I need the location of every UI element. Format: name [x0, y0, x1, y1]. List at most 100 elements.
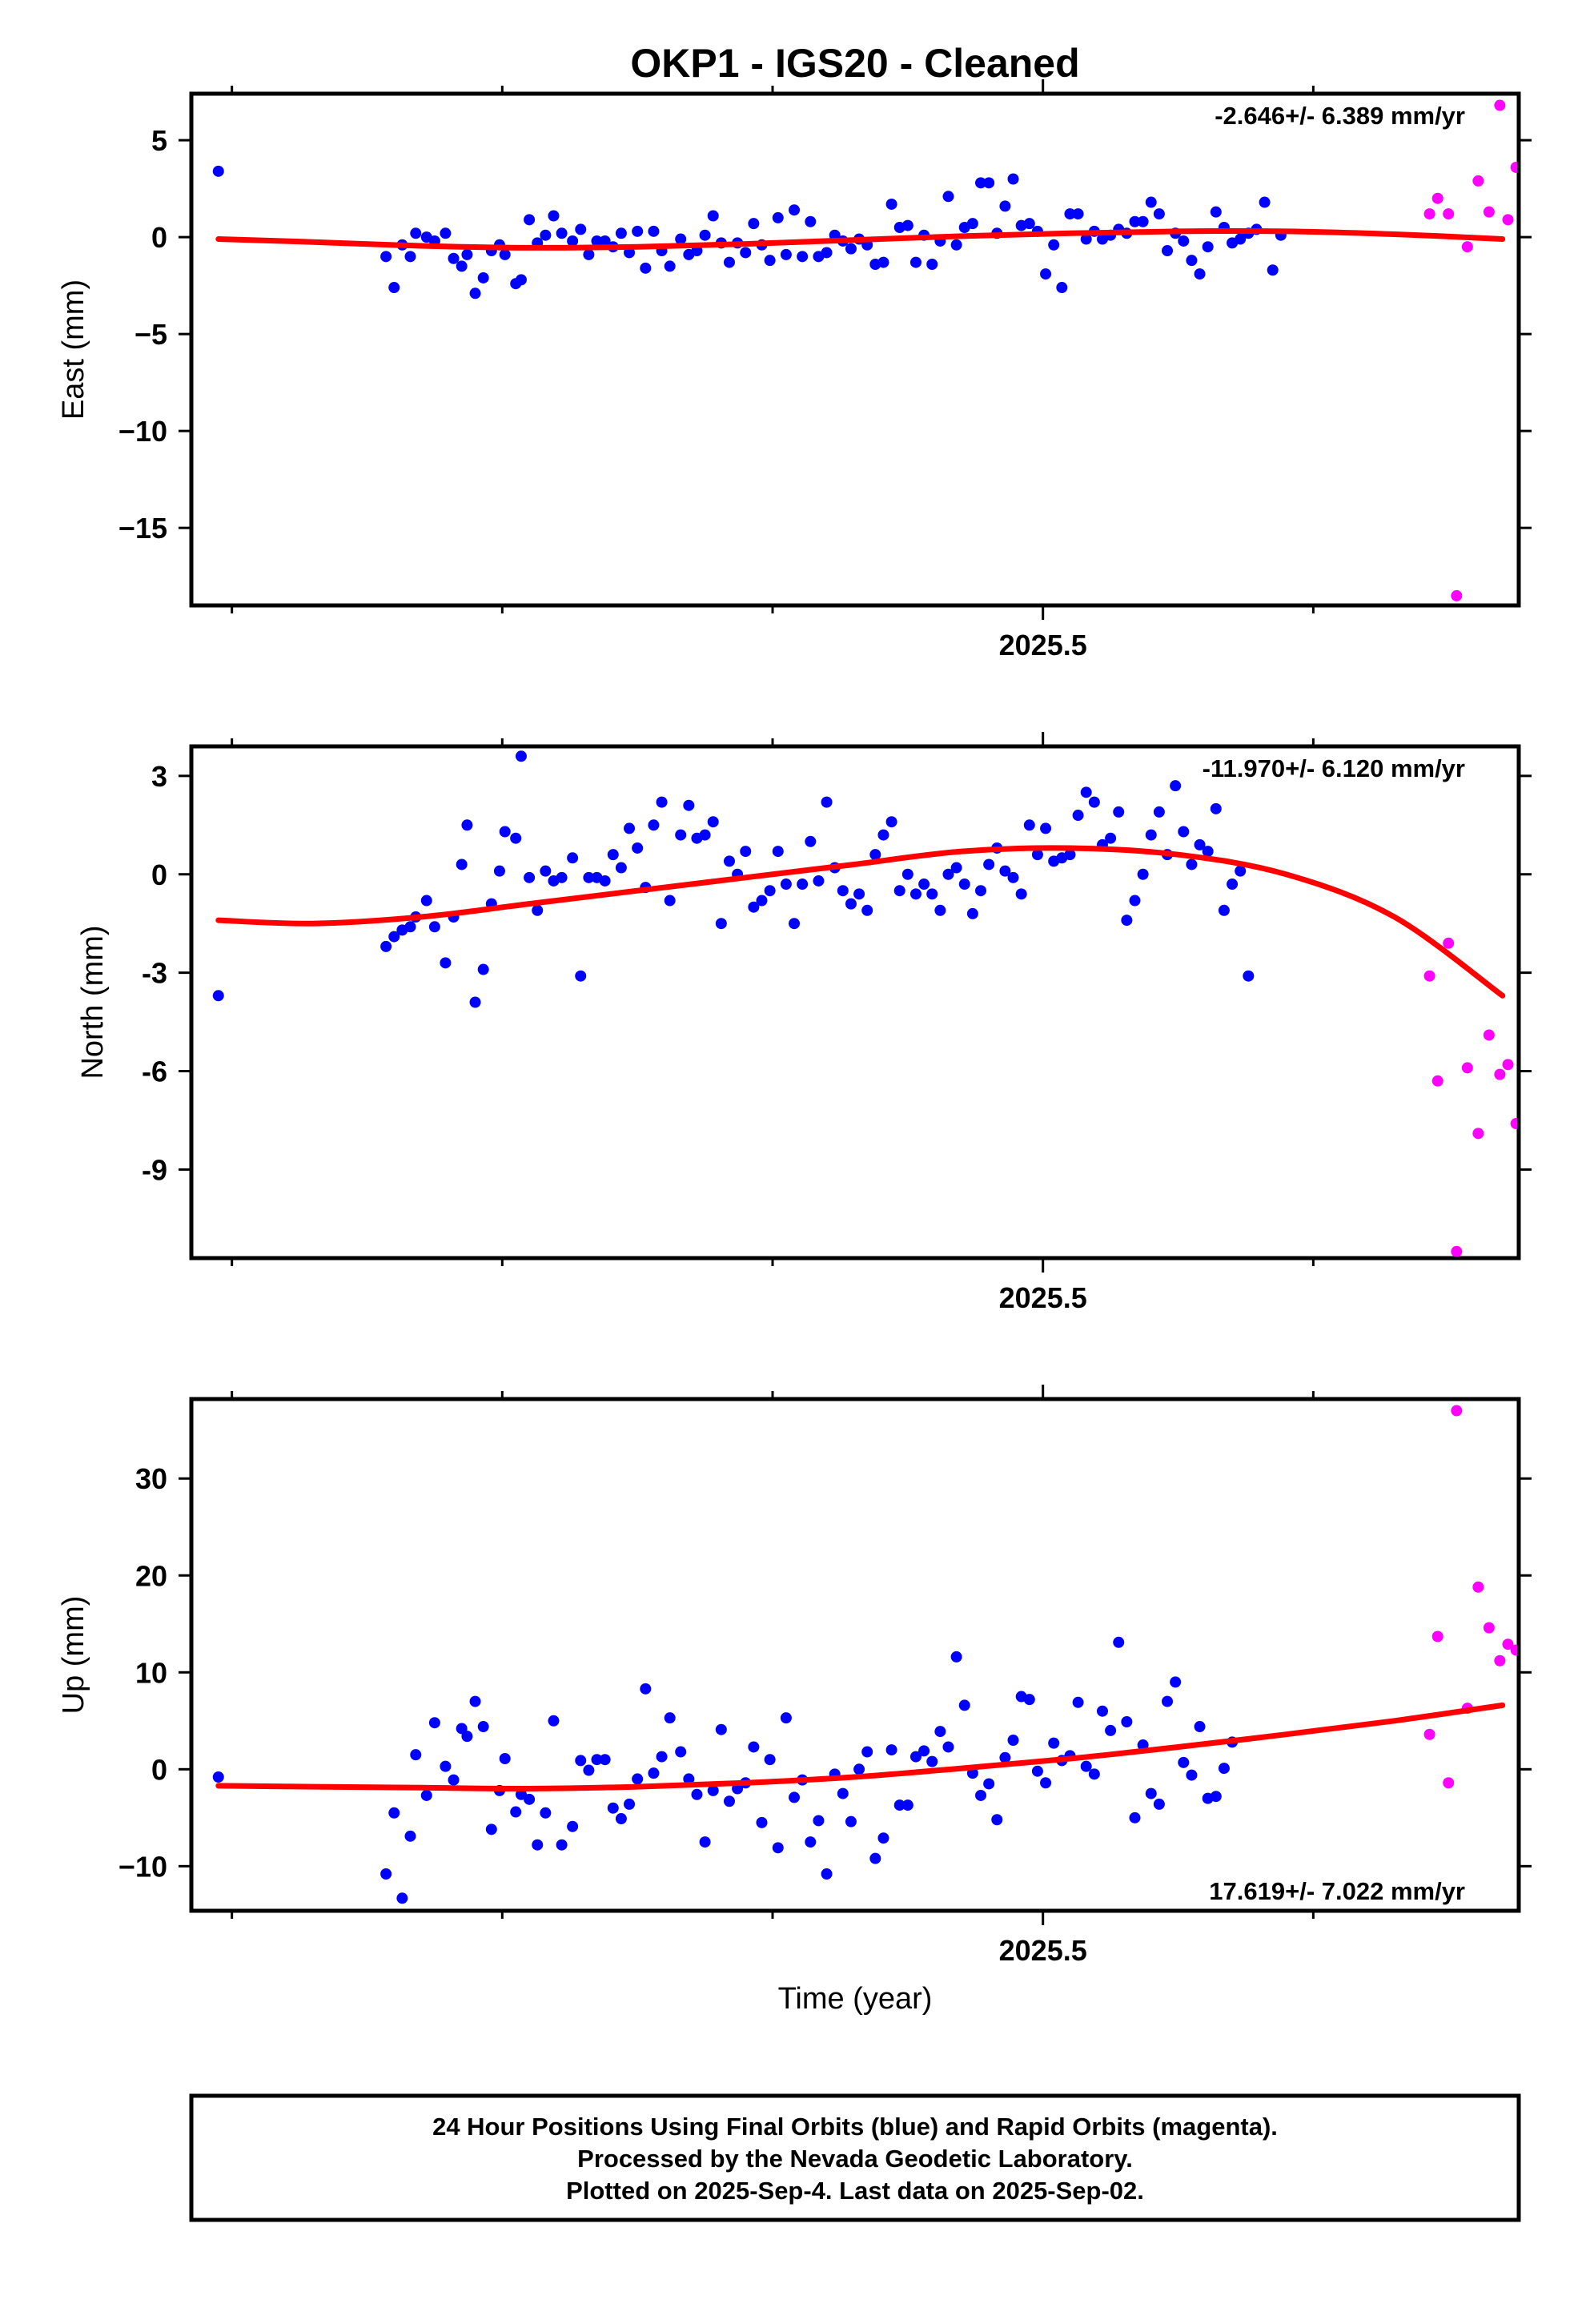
final-orbit-point	[909, 1751, 921, 1763]
final-orbit-point	[1064, 208, 1076, 220]
final-orbit-point	[934, 1726, 946, 1738]
final-orbit-point	[1023, 218, 1035, 230]
final-orbit-point	[675, 233, 687, 245]
final-orbit-point	[918, 879, 930, 891]
final-orbit-point	[1218, 1763, 1230, 1775]
up-fit-line	[215, 1702, 1506, 1792]
final-orbit-point	[410, 227, 422, 239]
rapid-orbit-point	[1461, 1062, 1473, 1074]
final-orbit-point	[607, 1802, 619, 1814]
final-orbit-point	[440, 1760, 452, 1772]
final-orbit-point	[740, 846, 752, 858]
final-orbit-point	[404, 251, 416, 263]
final-orbit-point	[456, 858, 468, 870]
final-orbit-point	[837, 885, 849, 897]
final-orbit-point	[632, 842, 644, 854]
final-orbit-point	[748, 218, 760, 230]
final-orbit-point	[461, 1731, 473, 1743]
final-orbit-point	[789, 204, 801, 216]
final-orbit-point	[380, 1868, 392, 1880]
final-orbit-point	[524, 871, 536, 883]
final-orbit-point	[740, 247, 752, 259]
rapid-orbit-point	[1494, 1068, 1506, 1080]
final-orbit-point	[999, 200, 1011, 212]
final-orbit-point	[991, 1814, 1003, 1826]
rapid-orbit-point	[1472, 1581, 1484, 1593]
final-orbit-point	[1137, 868, 1149, 880]
east-plot-frame	[189, 91, 1521, 608]
final-orbit-point	[632, 1773, 644, 1785]
final-orbit-point	[1088, 1768, 1100, 1780]
final-orbit-point	[869, 1852, 881, 1864]
final-orbit-point	[1178, 235, 1190, 247]
final-orbit-point	[632, 225, 644, 237]
final-orbit-point	[772, 211, 784, 223]
final-orbit-point	[723, 1795, 735, 1807]
y-tick-label: −15	[118, 512, 167, 545]
final-orbit-point	[780, 248, 792, 260]
final-orbit-point	[567, 852, 579, 864]
rapid-orbit-point	[1502, 1059, 1514, 1071]
final-orbit-point	[212, 165, 224, 177]
up-rate-label: 17.619+/- 7.022 mm/yr	[1209, 1877, 1465, 1905]
final-orbit-point	[869, 849, 881, 861]
rapid-orbit-point	[1502, 214, 1514, 226]
final-orbit-point	[1202, 846, 1214, 858]
rapid-orbit-point	[1483, 1622, 1495, 1634]
final-orbit-point	[675, 829, 687, 841]
final-orbit-point	[461, 248, 473, 260]
final-orbit-point	[901, 219, 913, 231]
final-orbit-point	[380, 940, 392, 952]
final-orbit-point	[975, 885, 987, 897]
final-orbit-point	[1145, 829, 1157, 841]
final-orbit-point	[540, 229, 552, 241]
final-orbit-point	[1267, 264, 1279, 276]
rapid-orbit-point	[1510, 1118, 1517, 1130]
final-orbit-point	[699, 229, 711, 241]
rapid-orbit-point	[1510, 1644, 1517, 1656]
final-orbit-point	[983, 177, 995, 189]
final-orbit-point	[707, 1784, 719, 1796]
final-orbit-point	[524, 214, 536, 226]
final-orbit-point	[772, 846, 784, 858]
final-orbit-point	[764, 255, 776, 267]
final-orbit-point	[548, 1715, 560, 1727]
final-orbit-point	[1031, 1765, 1043, 1777]
final-orbit-point	[599, 1754, 611, 1766]
final-orbit-point	[780, 1712, 792, 1724]
final-orbit-point	[656, 796, 668, 808]
final-orbit-point	[510, 1806, 522, 1818]
final-orbit-point	[877, 1832, 889, 1844]
rapid-orbit-point	[1443, 937, 1455, 949]
final-orbit-point	[813, 1815, 825, 1827]
rapid-orbit-point	[1443, 1777, 1455, 1789]
final-orbit-point	[950, 239, 962, 251]
final-orbit-point	[893, 885, 905, 897]
final-orbit-point	[805, 1836, 817, 1848]
final-orbit-point	[1129, 895, 1141, 907]
final-orbit-point	[1153, 1798, 1165, 1810]
north-plot-frame	[189, 744, 1521, 1261]
final-orbit-point	[1210, 802, 1222, 814]
final-orbit-point	[853, 1763, 865, 1775]
rapid-orbit-point	[1423, 970, 1435, 982]
final-orbit-point	[1129, 1811, 1141, 1823]
final-orbit-point	[1007, 871, 1019, 883]
footer-box: 24 Hour Positions Using Final Orbits (bl…	[189, 2093, 1521, 2222]
final-orbit-point	[756, 1816, 768, 1828]
final-orbit-point	[567, 235, 579, 247]
final-orbit-point	[664, 895, 676, 907]
final-orbit-point	[1023, 819, 1035, 831]
final-orbit-point	[1064, 849, 1076, 861]
final-orbit-point	[1153, 806, 1165, 818]
final-orbit-point	[797, 251, 809, 263]
final-orbit-point	[918, 1745, 930, 1757]
final-orbit-point	[1145, 196, 1157, 208]
rapid-orbit-point	[1472, 1128, 1484, 1140]
final-orbit-point	[845, 1815, 857, 1827]
final-orbit-point	[461, 819, 473, 831]
final-orbit-point	[404, 1830, 416, 1842]
final-orbit-point	[999, 865, 1011, 877]
final-orbit-point	[950, 862, 962, 874]
